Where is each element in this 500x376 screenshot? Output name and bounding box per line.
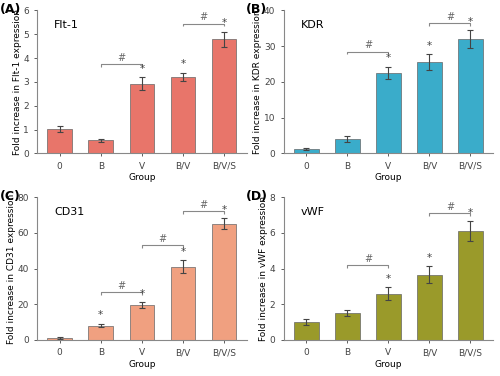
Text: *: * [222, 18, 226, 28]
Bar [417, 62, 442, 153]
Text: *: * [140, 64, 144, 74]
X-axis label: Group: Group [374, 173, 402, 182]
Text: *: * [140, 289, 144, 299]
Bar [212, 39, 236, 153]
Bar [88, 140, 113, 153]
X-axis label: Group: Group [128, 173, 156, 182]
Text: (C): (C) [0, 190, 20, 203]
Bar [335, 139, 359, 153]
Text: *: * [222, 205, 226, 215]
Text: *: * [180, 59, 186, 69]
Bar [376, 294, 400, 340]
Text: #: # [446, 202, 454, 212]
X-axis label: Group: Group [374, 360, 402, 369]
Text: #: # [118, 280, 126, 291]
Text: KDR: KDR [300, 20, 324, 30]
Text: vWF: vWF [300, 207, 324, 217]
Bar [458, 231, 483, 340]
Bar [294, 322, 318, 340]
Y-axis label: Fold increase in Flt-1 expression: Fold increase in Flt-1 expression [12, 9, 22, 155]
Bar [212, 224, 236, 340]
Text: #: # [364, 40, 372, 50]
Text: *: * [427, 41, 432, 51]
Bar [88, 326, 113, 340]
Bar [130, 305, 154, 340]
Y-axis label: Fold increase in vWF expression: Fold increase in vWF expression [259, 196, 268, 341]
Bar [170, 267, 195, 340]
Bar [48, 338, 72, 340]
X-axis label: Group: Group [128, 360, 156, 369]
Text: CD31: CD31 [54, 207, 84, 217]
Bar [130, 84, 154, 153]
Text: (A): (A) [0, 3, 21, 16]
Text: *: * [98, 311, 103, 320]
Bar [170, 77, 195, 153]
Text: #: # [200, 200, 207, 210]
Text: #: # [200, 12, 207, 23]
Bar [376, 73, 400, 153]
Bar [48, 129, 72, 153]
Text: Flt-1: Flt-1 [54, 20, 79, 30]
Text: *: * [468, 208, 473, 218]
Text: *: * [427, 253, 432, 262]
Text: #: # [158, 234, 166, 244]
Bar [458, 39, 483, 153]
Text: #: # [446, 12, 454, 22]
Bar [335, 313, 359, 340]
Text: *: * [386, 53, 391, 63]
Y-axis label: Fold increase in KDR expression: Fold increase in KDR expression [254, 9, 262, 154]
Text: (B): (B) [246, 3, 268, 16]
Text: #: # [118, 53, 126, 63]
Text: (D): (D) [246, 190, 268, 203]
Text: #: # [364, 254, 372, 264]
Text: *: * [386, 274, 391, 284]
Text: *: * [468, 17, 473, 27]
Bar [417, 275, 442, 340]
Text: *: * [180, 247, 186, 257]
Bar [294, 149, 318, 153]
Y-axis label: Fold increase in CD31 expression: Fold increase in CD31 expression [7, 193, 16, 344]
